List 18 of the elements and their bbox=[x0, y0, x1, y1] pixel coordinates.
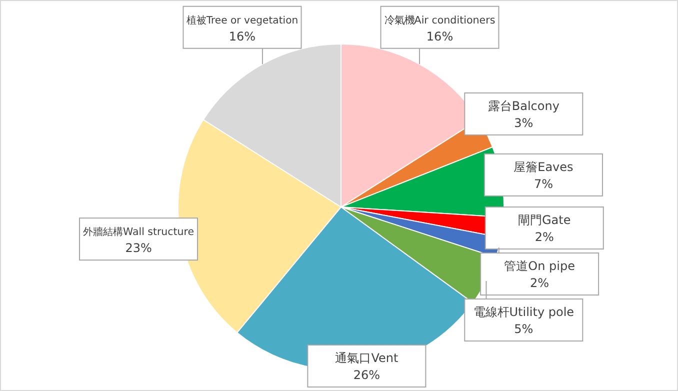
slice-label: 屋簷Eaves bbox=[514, 160, 574, 174]
slice-label: 露台Balcony bbox=[488, 98, 560, 113]
slice-label: 管道On pipe bbox=[504, 259, 575, 273]
data-label: 2% bbox=[534, 230, 554, 244]
slice-label: 電線杆Utility pole bbox=[473, 305, 574, 319]
slice-label: 植被Tree or vegetation bbox=[186, 14, 298, 26]
slice-label: 閘門Gate bbox=[518, 213, 571, 227]
data-label: 7% bbox=[534, 176, 553, 191]
slice-label: 通氣口Vent bbox=[335, 351, 398, 365]
data-label: 26% bbox=[353, 368, 380, 382]
data-label: 5% bbox=[514, 322, 534, 336]
data-label: 16% bbox=[426, 29, 454, 44]
slice-label: 外牆結構Wall structure bbox=[83, 226, 194, 238]
data-label: 16% bbox=[228, 29, 256, 44]
slice-label: 冷氣機Air conditioners bbox=[384, 14, 496, 26]
data-label: 23% bbox=[125, 241, 152, 256]
data-label: 3% bbox=[514, 116, 534, 130]
data-label: 2% bbox=[530, 276, 550, 290]
